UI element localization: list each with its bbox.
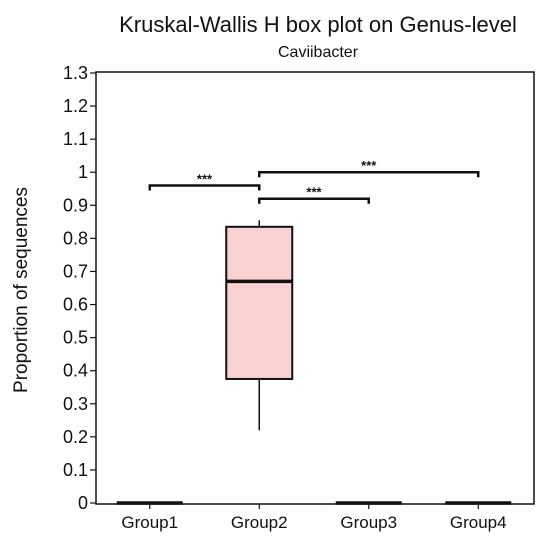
y-tick-label: 0.2 xyxy=(63,427,88,447)
y-tick-label: 0.1 xyxy=(63,460,88,480)
x-tick-label: Group2 xyxy=(231,513,288,532)
significance-label: *** xyxy=(306,185,322,200)
significance-label: *** xyxy=(361,158,377,173)
box xyxy=(225,225,294,380)
y-tick-label: 0.8 xyxy=(63,228,88,248)
y-tick-label: 0.9 xyxy=(63,195,88,215)
y-tick-label: 0.5 xyxy=(63,328,88,348)
y-tick-label: 0.6 xyxy=(63,295,88,315)
y-tick-label: 1 xyxy=(78,162,88,182)
plot-marks: 0 0.1 0.2 0.3 0.4 0.5 0.6 0.7 0.8 0.9 1 1.1 1.2 1.3 Gr… xyxy=(63,63,512,532)
significance-label: *** xyxy=(197,171,213,186)
y-tick-label: 1.3 xyxy=(63,63,88,83)
significance-bracket xyxy=(258,170,480,178)
x-tick-label: Group3 xyxy=(340,513,397,532)
y-tick-label: 0.7 xyxy=(63,261,88,281)
chart-title: Kruskal-Wallis H box plot on Genus-level xyxy=(119,12,517,37)
significance-bracket xyxy=(258,197,370,204)
y-tick-label: 0 xyxy=(78,493,88,513)
y-tick-label: 0.3 xyxy=(63,394,88,414)
y-axis-label: Proportion of sequences xyxy=(11,187,32,393)
y-tick-label: 0.4 xyxy=(63,361,88,381)
y-tick-label: 1.2 xyxy=(63,96,88,116)
x-tick-label: Group1 xyxy=(121,513,178,532)
plot-frame xyxy=(95,71,535,505)
significance-bracket xyxy=(148,184,261,191)
x-tick-label: Group4 xyxy=(450,513,507,532)
chart-subtitle: Caviibacter xyxy=(278,44,359,61)
y-tick-label: 1.1 xyxy=(63,129,88,149)
